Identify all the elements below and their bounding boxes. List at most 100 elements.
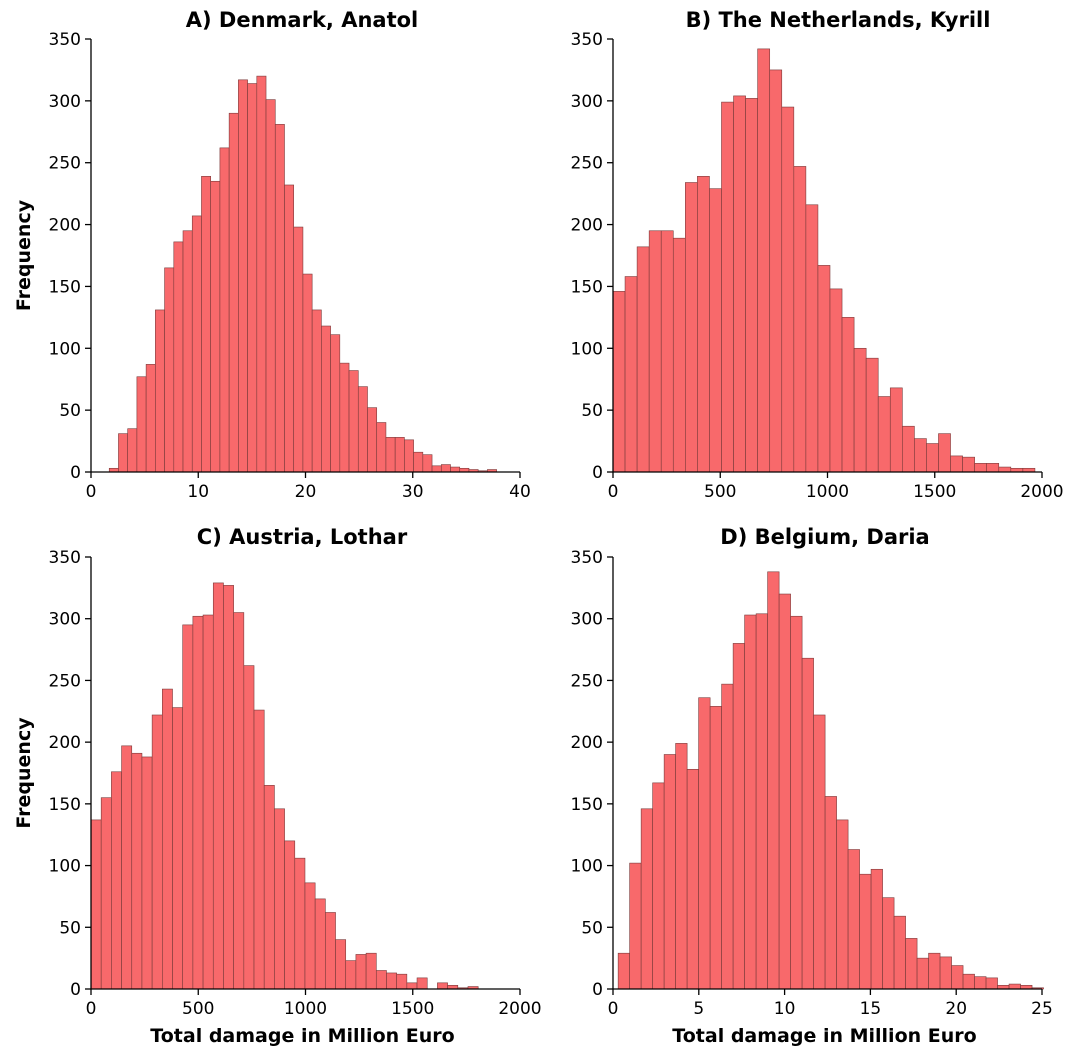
histogram-bar [223,585,234,990]
histogram-bar [757,48,771,473]
histogram-bar [889,387,903,473]
y-tick-label: 150 [571,795,603,815]
x-tick-label: 10 [774,999,796,1019]
y-tick-label: 200 [49,216,81,236]
histogram-bar [311,309,322,473]
histogram-bar [127,428,138,473]
y-tick-label: 0 [592,463,603,483]
x-tick-label: 2000 [498,999,541,1019]
chart-title: A) Denmark, Anatol [186,8,419,32]
histogram-bar [629,862,642,990]
histogram-bar [790,615,803,990]
histogram-bar [865,357,879,473]
histogram-bar [182,624,194,990]
histogram-bar [709,188,722,473]
histogram-bar [769,69,783,473]
histogram-bar [145,364,156,473]
y-tick-label: 100 [571,857,603,877]
y-axis-label: Frequency [13,199,35,311]
histogram-bar [404,439,414,473]
histogram-bar [721,101,734,473]
x-tick-label: 1500 [391,999,434,1019]
histogram-bar [744,614,757,990]
histogram-bar [406,982,418,990]
y-tick-label: 50 [581,401,603,421]
histogram-bar [624,276,638,473]
histogram-bar [136,376,147,473]
x-tick-label: 25 [1031,999,1053,1019]
y-tick-label: 0 [70,463,81,483]
y-tick-label: 0 [70,980,81,1000]
x-axis-label: Total damage in Million Euro [150,1025,454,1047]
histogram-bar [376,422,387,473]
histogram-bar [422,454,433,473]
histogram-bar [413,451,424,473]
histogram-bar [90,819,102,990]
histogram-bar [617,952,630,990]
histogram-bar [836,819,849,990]
histogram-bar [238,79,248,473]
x-tick-label: 10 [187,482,209,502]
y-tick-label: 300 [49,610,81,630]
y-tick-label: 250 [49,154,81,174]
chart-title: B) The Netherlands, Kyrill [686,8,991,32]
x-tick-label: 40 [509,482,531,502]
x-axis-label: Total damage in Million Euro [672,1025,976,1047]
histogram-bar [162,688,173,990]
histogram-bar [348,370,359,473]
histogram-bar [781,106,795,473]
histogram-bar [675,743,688,990]
histogram-bar [121,745,133,990]
histogram-bar [375,970,387,990]
y-tick-label: 50 [59,401,81,421]
chart-title: D) Belgium, Daria [720,525,929,549]
y-axis-label: Frequency [13,717,35,829]
histogram-bar [817,265,831,473]
histogram-bar [450,466,461,473]
histogram-bar [1008,983,1021,990]
histogram-bar [274,808,285,990]
histogram-bar [314,898,326,990]
histogram-bar [951,965,964,990]
histogram-bar [233,612,245,990]
histogram-bar [648,230,662,473]
histogram-bar [914,438,927,473]
x-tick-label: 0 [86,482,97,502]
histogram-bar [916,957,929,990]
y-tick-label: 100 [49,857,81,877]
histogram-bar [365,952,377,990]
histogram-bar [745,98,758,473]
histogram-bar [905,938,918,990]
histogram-bar [111,771,122,990]
y-tick-label: 200 [571,733,603,753]
histogram-bar [877,396,891,473]
histogram-bar [847,849,860,990]
x-tick-label: 0 [86,999,97,1019]
histogram-bar [284,184,295,473]
y-tick-label: 250 [571,154,603,174]
x-tick-label: 1500 [913,482,956,502]
histogram-bar [131,752,143,990]
x-tick-label: 1000 [806,482,849,502]
histogram-bar [801,657,814,990]
histogram-bar [755,613,768,990]
histogram-bar [732,643,745,990]
y-tick-label: 50 [581,918,603,938]
histogram-bar [325,912,336,990]
histogram-bar [357,386,368,473]
histogram-bar [339,362,350,473]
histogram-bar [173,241,184,473]
histogram-bar [247,83,258,473]
histogram-bar [721,683,734,990]
histogram-bar [431,465,442,473]
histogram-bar [385,437,396,473]
histogram-bar [263,785,275,990]
y-tick-label: 250 [49,671,81,691]
histogram-bar [202,614,214,990]
histogram-bar [893,915,906,990]
x-tick-label: 0 [608,482,619,502]
histogram-bar [660,230,674,473]
histogram-bar [118,433,128,473]
histogram-bar [416,977,428,990]
